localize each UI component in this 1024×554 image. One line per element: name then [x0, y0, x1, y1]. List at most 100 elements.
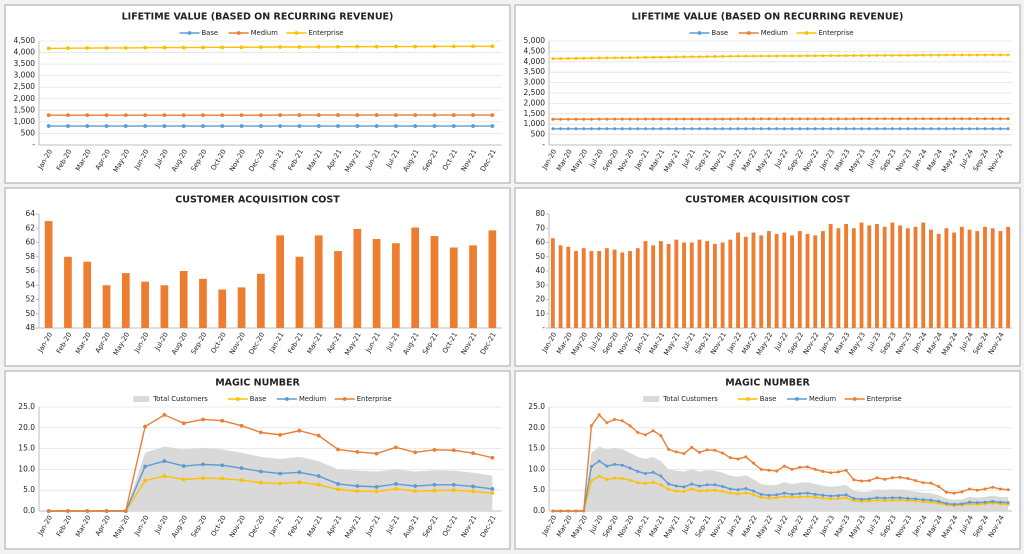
bar: [430, 236, 439, 328]
point: [1006, 117, 1010, 121]
y-tick-label: 15.0: [528, 444, 545, 453]
point: [890, 498, 894, 502]
legend-swatch: [643, 396, 660, 402]
point: [721, 117, 725, 121]
point: [104, 113, 109, 118]
legend-label: Medium: [251, 29, 279, 37]
point: [651, 480, 655, 484]
legend-label: Medium: [299, 395, 327, 403]
point: [744, 455, 748, 459]
point: [751, 461, 755, 465]
point: [744, 491, 748, 495]
point: [906, 477, 910, 481]
bar: [882, 226, 887, 328]
point: [551, 57, 555, 61]
point: [921, 127, 925, 131]
point: [890, 127, 894, 131]
point: [659, 117, 663, 121]
bar: [160, 285, 169, 328]
point: [620, 117, 624, 121]
bar: [612, 249, 617, 328]
bar: [643, 241, 648, 328]
point: [674, 55, 678, 59]
point: [883, 499, 887, 503]
point: [559, 117, 563, 121]
y-tick-label: 70: [535, 223, 545, 232]
point: [721, 489, 725, 493]
bar: [449, 247, 458, 328]
point: [937, 53, 941, 57]
bar: [237, 287, 246, 328]
point: [143, 124, 148, 128]
point: [181, 464, 186, 468]
y-tick-label: 0.0: [23, 506, 35, 515]
chart-title: MAGIC NUMBER: [725, 378, 810, 389]
bar: [921, 222, 926, 328]
point: [471, 124, 475, 128]
point: [713, 448, 717, 452]
bar: [256, 273, 265, 328]
point: [929, 481, 933, 485]
point: [998, 53, 1002, 57]
legend-label: Enterprise: [867, 395, 902, 403]
point: [798, 127, 802, 131]
bar: [334, 251, 342, 328]
bar: [581, 248, 586, 328]
point: [813, 127, 817, 131]
point: [960, 502, 964, 506]
point: [374, 451, 379, 456]
y-tick-label: 3,500: [524, 67, 546, 76]
point: [636, 56, 640, 60]
point: [844, 468, 848, 472]
point: [258, 113, 263, 118]
point: [297, 124, 302, 128]
point: [690, 117, 694, 121]
point: [643, 433, 647, 437]
point: [682, 127, 686, 131]
point: [181, 124, 186, 128]
point: [852, 127, 856, 131]
point: [875, 53, 879, 57]
point: [413, 44, 418, 49]
point: [316, 113, 321, 117]
y-tick-label: 4,500: [14, 36, 36, 45]
bar: [705, 241, 710, 328]
bar: [836, 228, 841, 328]
point: [813, 492, 817, 496]
point: [813, 495, 817, 499]
y-tick-label: 10: [535, 309, 545, 318]
point: [490, 455, 495, 460]
point: [574, 117, 578, 121]
point: [613, 462, 617, 466]
point: [589, 479, 593, 483]
bar: [728, 239, 733, 328]
legend-marker: [294, 31, 299, 35]
point: [582, 127, 586, 131]
point: [836, 54, 840, 58]
point: [875, 496, 879, 500]
point: [705, 489, 709, 493]
point: [890, 496, 894, 500]
point: [605, 127, 609, 131]
point: [867, 499, 871, 503]
point: [968, 127, 972, 131]
point: [46, 124, 51, 128]
point: [852, 499, 856, 503]
point: [451, 44, 456, 49]
point: [258, 124, 263, 128]
bar: [797, 231, 802, 328]
legend-label: Total Customers: [152, 395, 208, 403]
point: [921, 117, 925, 121]
point: [413, 484, 418, 488]
point: [551, 127, 555, 131]
series-line: [48, 45, 493, 50]
bar: [550, 238, 555, 328]
point: [844, 54, 848, 58]
point: [960, 53, 964, 57]
bar: [782, 232, 787, 328]
point: [46, 46, 51, 51]
point: [713, 488, 717, 492]
point: [278, 113, 283, 117]
point: [605, 56, 609, 60]
bar: [743, 236, 748, 328]
